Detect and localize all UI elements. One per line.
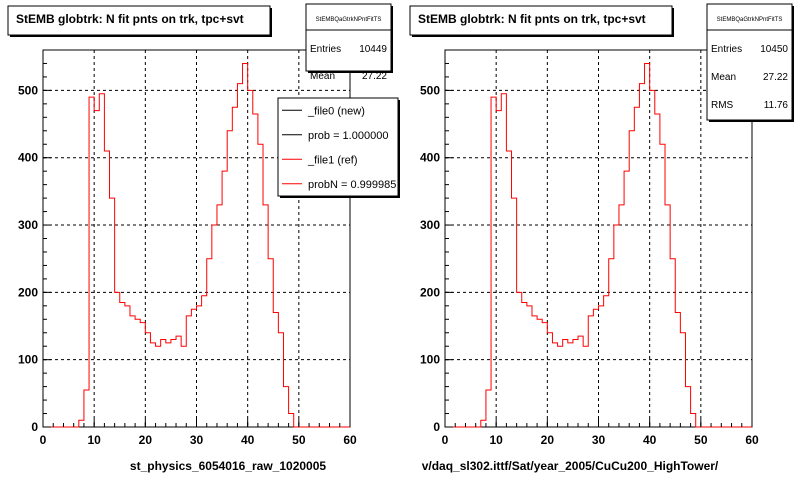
stats-value: 27.22: [763, 72, 788, 83]
legend-entry: probN = 0.999985: [308, 179, 396, 191]
x-tick-label: 20: [139, 433, 153, 447]
y-tick-label: 200: [18, 285, 38, 299]
chart-panel-1: 0 10 20 30 40 50 60 0 100 200 300 400 500 st_physics_…: [7, 3, 400, 473]
x-tick-label: 10: [87, 433, 101, 447]
y-tick-label: 200: [420, 285, 440, 299]
x-tick-label: 60: [343, 433, 357, 447]
x-tick-label: 0: [442, 433, 449, 447]
x-tick-label: 10: [489, 433, 503, 447]
x-tick-label: 30: [190, 433, 204, 447]
y-tick-label: 400: [420, 151, 440, 165]
stats-title: StEMBQaGtrkNPntFitTS: [316, 17, 382, 23]
y-tick-label: 400: [18, 151, 38, 165]
y-tick-label: 0: [433, 420, 440, 434]
legend-box: [277, 97, 399, 197]
stats-box: [305, 3, 392, 72]
y-tick-label: 500: [420, 83, 440, 97]
x-tick-label: 60: [745, 433, 759, 447]
title-box: [409, 5, 673, 36]
stats-value: 10450: [760, 44, 788, 55]
histogram-series-1: [43, 62, 350, 428]
stats-label: Entries: [310, 44, 341, 55]
stats-label: Entries: [711, 44, 742, 55]
x-tick-label: 40: [241, 433, 255, 447]
stats-label: Mean: [711, 72, 736, 83]
y-tick-label: 100: [18, 353, 38, 367]
stats-title: StEMBQaGtrkNPntFitTS: [717, 17, 783, 23]
legend-entry: _file1 (ref): [307, 154, 358, 166]
chart-title: StEMB globtrk: N fit pnts on trk, tpc+sv…: [16, 12, 244, 26]
y-tick-label: 300: [18, 218, 38, 232]
y-tick-label: 0: [31, 420, 38, 434]
chart-panel-2: 0 10 20 30 40 50 60 0 100 200 300 400 500 v/daq_sl302…: [409, 3, 794, 473]
x-tick-label: 50: [694, 433, 708, 447]
y-tick-label: 500: [18, 83, 38, 97]
x-tick-label: 0: [40, 433, 47, 447]
y-tick-label: 300: [420, 218, 440, 232]
x-tick-label: 20: [541, 433, 555, 447]
stats-box: [706, 3, 793, 121]
chart-title: StEMB globtrk: N fit pnts on trk, tpc+sv…: [418, 12, 646, 26]
x-tick-label: 50: [292, 433, 306, 447]
stats-value: 11.76: [764, 100, 789, 111]
x-tick-label: 40: [643, 433, 657, 447]
x-axis-label: v/daq_sl302.ittf/Sat/year_2005/CuCu200_H…: [422, 459, 719, 473]
stats-value: 10449: [359, 44, 387, 55]
stats-value: 27.22: [362, 71, 387, 82]
legend-entry: prob = 1.000000: [308, 130, 388, 142]
x-tick-label: 30: [592, 433, 606, 447]
stats-label: Mean: [310, 71, 335, 82]
y-tick-label: 100: [420, 353, 440, 367]
legend-entry: _file0 (new): [307, 105, 365, 117]
title-box: [7, 5, 271, 36]
histogram-series-1: [445, 62, 752, 428]
stats-label: RMS: [711, 100, 734, 111]
x-axis-label: st_physics_6054016_raw_1020005: [130, 459, 326, 473]
